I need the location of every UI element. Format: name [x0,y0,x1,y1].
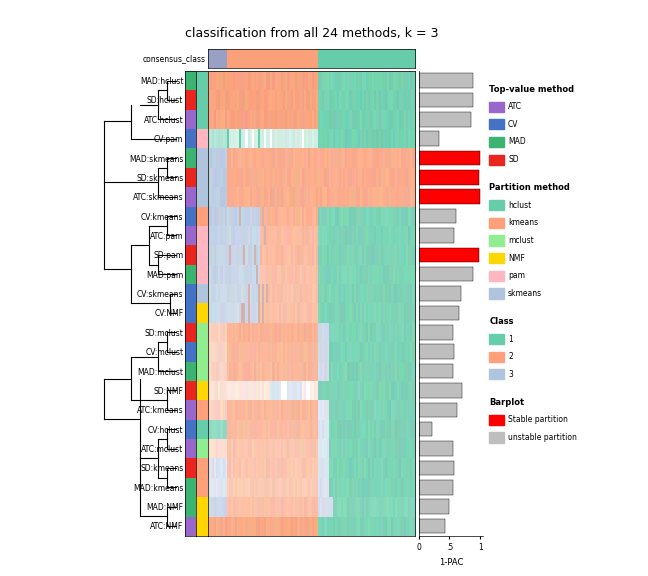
Bar [419,441,453,456]
Bar [489,415,503,425]
Bar [419,480,453,495]
Bar [489,433,503,443]
Bar [419,461,454,475]
Text: CV: CV [508,120,518,129]
Text: Class: Class [489,317,514,326]
Text: MAD: MAD [508,138,526,146]
Bar [489,154,503,165]
Text: hclust: hclust [508,200,531,210]
Bar [489,218,503,228]
Text: 1: 1 [508,335,513,343]
Bar [419,248,479,262]
Bar [489,289,503,298]
Bar [419,344,454,359]
Bar [419,383,462,397]
Bar [489,137,503,147]
X-axis label: 1-PAC: 1-PAC [439,558,463,567]
Bar [419,306,459,320]
Text: Barplot: Barplot [489,398,525,407]
Bar [419,286,461,301]
Bar [489,119,503,130]
Bar [489,101,503,112]
Bar [419,93,473,107]
Bar [489,253,503,263]
Bar [489,369,503,380]
Bar [419,73,473,88]
Bar [489,334,503,344]
Text: kmeans: kmeans [508,218,538,228]
Text: mclust: mclust [508,236,534,245]
Bar [419,519,445,533]
Bar [489,271,503,281]
Text: classification from all 24 methods, k = 3: classification from all 24 methods, k = … [185,26,439,40]
Bar [419,228,454,242]
Bar [419,364,452,378]
Text: Stable partition: Stable partition [508,415,568,425]
Bar [419,422,432,437]
Y-axis label: consensus_class: consensus_class [142,54,205,63]
Bar [419,499,450,514]
Bar [489,236,503,245]
Bar [419,403,457,417]
Bar [419,112,471,127]
Bar [419,170,479,185]
Bar [419,190,480,204]
Bar [489,351,503,362]
Bar [419,325,452,340]
Text: 3: 3 [508,370,513,379]
Text: unstable partition: unstable partition [508,433,577,442]
Bar [419,151,480,165]
Text: Top-value method: Top-value method [489,85,575,94]
Text: 2: 2 [508,352,513,361]
Bar [419,209,456,223]
Text: SD: SD [508,155,518,164]
Text: skmeans: skmeans [508,289,542,298]
Text: Partition method: Partition method [489,183,570,192]
Text: NMF: NMF [508,253,525,263]
Bar [419,267,473,282]
Text: ATC: ATC [508,102,522,111]
Text: pam: pam [508,271,525,281]
Bar [419,131,439,146]
Bar [489,200,503,210]
